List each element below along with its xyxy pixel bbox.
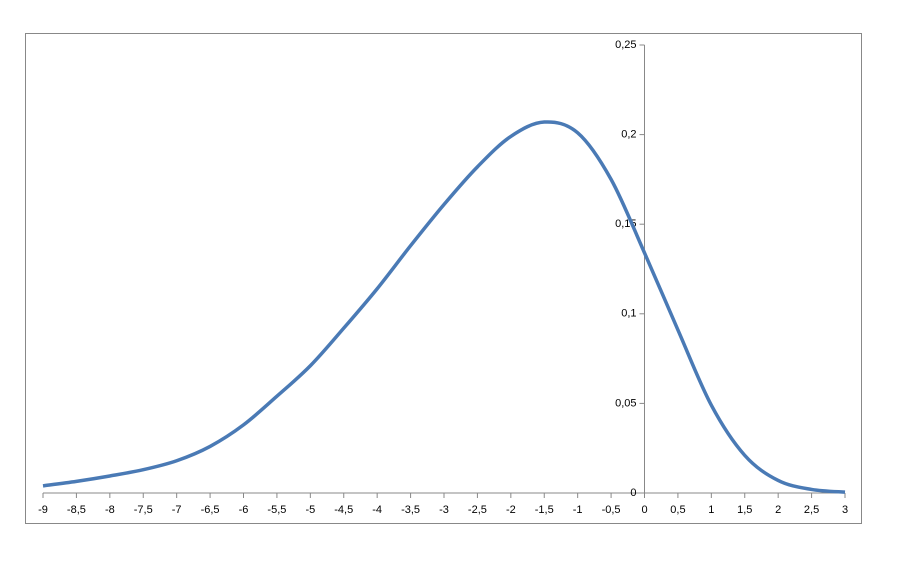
x-tick-label: -8 bbox=[105, 504, 115, 516]
x-tick-label: -9 bbox=[38, 504, 48, 516]
y-tick-label: 0 bbox=[630, 487, 636, 499]
y-tick-label: 0,25 bbox=[615, 39, 636, 51]
x-tick-label: -3 bbox=[439, 504, 449, 516]
y-tick-label: 0,05 bbox=[615, 397, 636, 409]
x-tick-label: 1,5 bbox=[737, 504, 752, 516]
line-series bbox=[42, 120, 846, 494]
x-tick-label: -3,5 bbox=[401, 504, 420, 516]
x-tick-label: -6,5 bbox=[201, 504, 220, 516]
x-tick-label: -5,5 bbox=[267, 504, 286, 516]
x-tick-label: -8,5 bbox=[67, 504, 86, 516]
x-tick-label: -5 bbox=[305, 504, 315, 516]
x-tick-label: -4 bbox=[372, 504, 382, 516]
x-tick-label: -4,5 bbox=[334, 504, 353, 516]
x-tick-label: -2 bbox=[506, 504, 516, 516]
x-tick-label: -6 bbox=[239, 504, 249, 516]
x-tick-label: -2,5 bbox=[468, 504, 487, 516]
x-tick-label: -1,5 bbox=[535, 504, 554, 516]
x-tick-label: -7 bbox=[172, 504, 182, 516]
x-tick-label: -0,5 bbox=[602, 504, 621, 516]
x-tick-label: -7,5 bbox=[134, 504, 153, 516]
x-tick-label: -1 bbox=[573, 504, 583, 516]
y-tick-label: 0,2 bbox=[621, 129, 636, 141]
y-tick-label: 0,1 bbox=[621, 308, 636, 320]
x-tick-label: 3 bbox=[842, 504, 848, 516]
x-tick-label: 1 bbox=[708, 504, 714, 516]
x-tick-label: 0,5 bbox=[670, 504, 685, 516]
x-tick-label: 0 bbox=[641, 504, 647, 516]
x-tick-label: 2 bbox=[775, 504, 781, 516]
chart-border bbox=[25, 33, 862, 524]
x-tick-label: 2,5 bbox=[804, 504, 819, 516]
